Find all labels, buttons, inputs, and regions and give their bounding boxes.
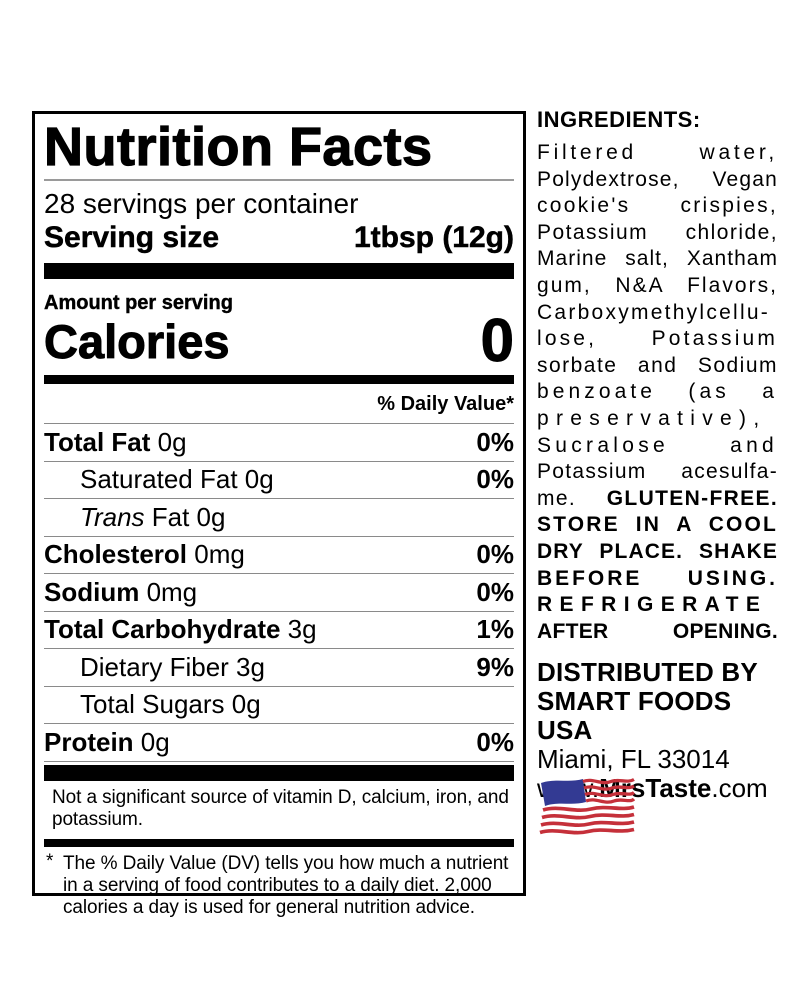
section-bar-top (44, 263, 514, 279)
nutrient-daily-value: 0% (476, 464, 514, 494)
ingredients-line: BEFORE USING. (537, 566, 778, 590)
nutrient-daily-value: 0% (476, 539, 514, 569)
section-bar-calories (44, 375, 514, 384)
nutrient-row: Cholesterol 0mg 0% (44, 537, 514, 574)
nutrient-daily-value: 9% (476, 651, 514, 682)
nutrient-row: Sodium 0mg 0% (44, 574, 514, 612)
ingredients-section: INGREDIENTS: Filtered water, Polydextros… (537, 106, 778, 645)
ingredients-line: Potassium acesulfa- (537, 460, 778, 484)
distributor-city: Miami, FL 33014 (537, 744, 730, 774)
nutrient-daily-value: 0% (476, 726, 514, 757)
ingredients-line: benzoate (as a (537, 380, 778, 404)
nutrient-name: Sodium 0mg (44, 576, 198, 607)
nutrient-row: Dietary Fiber 3g 9% (44, 649, 514, 687)
section-bar-footnote (44, 838, 514, 847)
ingredients-heading: INGREDIENTS: (537, 107, 701, 132)
ingredients-line: STORE IN A COOL (537, 513, 778, 537)
us-flag-icon (539, 777, 635, 835)
nutrient-name: Dietary Fiber 3g (80, 651, 265, 682)
ingredients-line: DRY PLACE. SHAKE (537, 539, 778, 563)
nutrient-name: Trans Fat 0g (80, 501, 226, 532)
nutrient-daily-value: 0% (476, 576, 514, 607)
nutrient-name: Total Fat 0g (44, 426, 187, 457)
ingredients-line: Polydextrose, Vegan (537, 167, 778, 191)
footnote: * The % Daily Value (DV) tells you how m… (44, 847, 514, 919)
ingredients-line: Filtered water, (537, 141, 778, 164)
nutrient-row: Total Sugars 0g (44, 687, 514, 724)
calories-label: Calories (43, 315, 230, 368)
serving-size-label: Serving size (44, 221, 220, 255)
ingredients-line: Sucralose and (537, 433, 778, 457)
nutrient-daily-value: 0% (476, 426, 514, 457)
nutrient-daily-value: 1% (476, 614, 514, 644)
not-significant-note: Not a significant source of vitamin D, c… (52, 786, 509, 830)
nutrition-facts-panel: Nutrition Facts 28 servings per containe… (32, 111, 526, 918)
ingredients-text: Filtered water, Polydextrose, Vegan cook… (537, 140, 778, 645)
amount-per-serving-label: Amount per serving (44, 292, 233, 314)
servings-per-container: 28 servings per container (44, 188, 359, 219)
ingredients-line: Potassium chloride, (537, 220, 778, 244)
nutrient-row: Total Fat 0g 0% (44, 424, 514, 462)
nutrient-row: Total Carbohydrate 3g 1% (44, 612, 514, 649)
nutrient-name: Protein 0g (44, 726, 170, 757)
ingredients-line: gum, N&A Flavors, (537, 273, 778, 297)
nutrient-row: Trans Fat 0g (44, 499, 514, 537)
nutrient-name: Saturated Fat 0g (80, 464, 274, 494)
ingredients-line: Carboxymethylcellu- (537, 300, 771, 324)
footnote-text: The % Daily Value (DV) tells you how muc… (63, 852, 509, 918)
distributed-by-label: DISTRIBUTED BY (537, 657, 758, 687)
nutrient-row: Protein 0g 0% (44, 724, 514, 762)
ingredients-line: cookie's crispies, (537, 194, 778, 218)
ingredients-line: Marine salt, Xantham (537, 247, 778, 271)
distributor-name: SMART FOODS USA (537, 686, 732, 745)
section-bar-bottom (44, 764, 514, 781)
nutrient-rows: Total Fat 0g 0% Saturated Fat 0g 0% Tran… (44, 424, 514, 762)
title-rule (44, 179, 514, 181)
ingredients-line: sorbate and Sodium (537, 353, 778, 377)
nutrition-facts-title: Nutrition Facts (43, 117, 433, 177)
daily-value-header: % Daily Value* (44, 384, 514, 424)
serving-size-value: 1tbsp (12g) (353, 221, 515, 255)
ingredients-line: REFRIGERATE (537, 593, 768, 617)
ingredients-line: preservative), (537, 406, 767, 430)
serving-size-row: Serving size 1tbsp (12g) (44, 221, 515, 255)
flag-canton (541, 779, 586, 806)
nutrient-name: Total Sugars 0g (80, 689, 261, 719)
ingredients-line: me. GLUTEN-FREE. (537, 486, 778, 510)
calories-value: 0 (480, 307, 514, 374)
nutrient-row: Saturated Fat 0g 0% (44, 462, 514, 499)
calories-row: Calories 0 (43, 307, 514, 374)
nutrient-name: Cholesterol 0mg (44, 539, 245, 569)
ingredients-line: AFTER OPENING. (537, 619, 778, 643)
nutrient-name: Total Carbohydrate 3g (44, 614, 317, 644)
footnote-asterisk: * (46, 850, 54, 872)
ingredients-line: lose, Potassium (537, 327, 778, 351)
flag-top-stripes (582, 777, 635, 804)
flag-bottom-stripes (539, 805, 635, 835)
